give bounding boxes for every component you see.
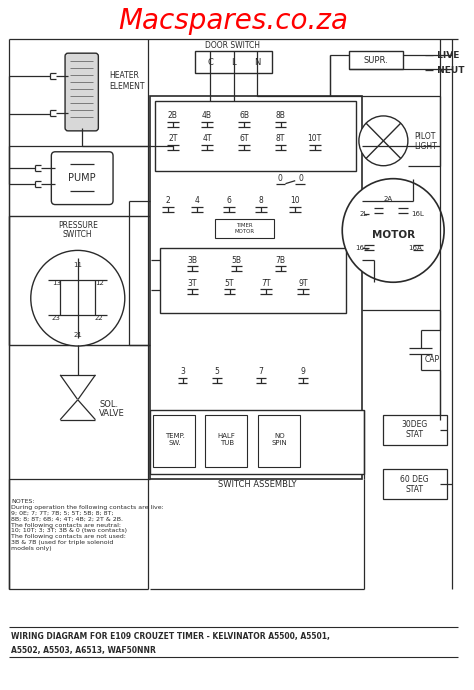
FancyBboxPatch shape [51,152,113,204]
Text: 6B: 6B [239,111,249,121]
Text: MOTOR: MOTOR [372,230,415,240]
Text: 2B: 2B [168,111,178,121]
Text: HALF
TUB: HALF TUB [218,433,236,446]
Circle shape [31,250,125,346]
Bar [9,215,151,345]
Circle shape [359,116,408,166]
Text: PILOT: PILOT [415,132,436,141]
Bar [155,101,356,170]
Text: 30DEG
STAT: 30DEG STAT [401,420,428,440]
Text: 22: 22 [95,315,104,321]
Text: 60 DEG
STAT: 60 DEG STAT [401,475,429,494]
Bar [153,415,195,466]
Text: 4T: 4T [202,135,212,144]
Text: 8: 8 [259,196,264,205]
Text: 2L: 2L [360,210,368,217]
Text: 3: 3 [180,367,185,376]
Text: LIGHT: LIGHT [415,142,438,151]
Text: 9: 9 [301,367,306,376]
Text: 13: 13 [52,280,61,286]
Text: 0: 0 [299,174,303,183]
Text: 3B: 3B [187,256,197,265]
Text: 0: 0 [277,174,282,183]
Text: 5B: 5B [231,256,241,265]
Text: SOL.: SOL. [100,400,118,409]
Text: 11: 11 [73,262,82,268]
Text: 7: 7 [258,367,264,376]
Text: NO
SPIN: NO SPIN [272,433,287,446]
Text: VALVE: VALVE [100,409,125,418]
Text: 16L: 16L [411,210,424,217]
Text: NOTES:
During operation the following contacts are live:
9; 0E; 7; 7T; 7B; 5; 5T: NOTES: During operation the following co… [11,500,164,551]
Text: 16C: 16C [355,246,369,251]
Text: 8B: 8B [275,111,285,121]
FancyBboxPatch shape [65,53,99,131]
Text: 2T: 2T [168,135,177,144]
Text: 23: 23 [52,315,61,321]
Text: — NEUT: — NEUT [425,66,464,75]
Bar [205,415,247,466]
Text: PRESSURE: PRESSURE [58,221,98,230]
Text: DOOR SWITCH: DOOR SWITCH [205,41,260,50]
Text: C: C [207,58,213,67]
Text: 10T: 10T [308,135,322,144]
Text: — LIVE: — LIVE [425,50,459,59]
Polygon shape [60,375,95,400]
Text: 5T: 5T [225,279,234,288]
Text: SUPR.: SUPR. [363,56,388,65]
Text: TIMER
MOTOR: TIMER MOTOR [234,223,255,234]
Text: 2A: 2A [384,195,393,201]
Text: N: N [254,58,260,67]
Text: 4: 4 [195,196,200,205]
Bar [215,219,273,239]
Text: 21: 21 [73,332,82,338]
Text: 6: 6 [226,196,231,205]
Text: 7B: 7B [275,256,285,265]
Text: 7T: 7T [261,279,271,288]
Text: A5502, A5503, A6513, WAF50NNR: A5502, A5503, A6513, WAF50NNR [11,646,156,655]
Text: CAP: CAP [425,355,440,364]
Bar [160,248,346,313]
Bar [258,415,300,466]
Circle shape [342,179,444,282]
Text: 9T: 9T [298,279,308,288]
Text: SWITCH ASSEMBLY: SWITCH ASSEMBLY [218,480,296,489]
Text: PUMP: PUMP [68,172,96,183]
Text: 12: 12 [95,280,104,286]
Text: SWITCH: SWITCH [63,230,92,239]
Text: HEATER
ELEMENT: HEATER ELEMENT [109,71,145,91]
Text: L: L [231,58,236,67]
Text: 8T: 8T [276,135,285,144]
Text: 4B: 4B [202,111,212,121]
Text: 16A: 16A [408,246,421,251]
Bar [349,51,403,69]
Text: Macspares.co.za: Macspares.co.za [118,8,348,35]
Bar [195,51,272,73]
Bar [383,415,447,444]
Text: 3T: 3T [188,279,197,288]
Text: 6T: 6T [239,135,249,144]
Text: TEMP.
SW.: TEMP. SW. [165,433,185,446]
Text: WIRING DIAGRAM FOR E109 CROUZET TIMER - KELVINATOR A5500, A5501,: WIRING DIAGRAM FOR E109 CROUZET TIMER - … [11,632,330,641]
Bar [150,96,362,480]
Bar [150,410,364,475]
Text: 5: 5 [214,367,219,376]
Text: 2: 2 [165,196,170,205]
Polygon shape [60,400,95,420]
Text: 10: 10 [291,196,300,205]
Bar [383,469,447,500]
